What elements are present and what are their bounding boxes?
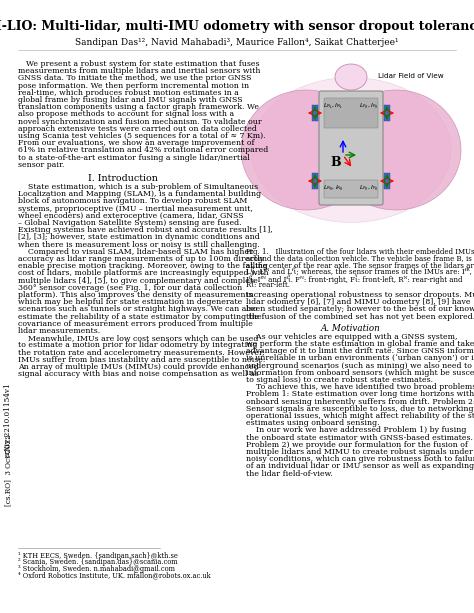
- Text: 360° sensor coverage (see Fig. 1, for our data collection: 360° sensor coverage (see Fig. 1, for ou…: [18, 284, 242, 292]
- Text: 61% in relative translation and 42% rotational error compared: 61% in relative translation and 42% rota…: [18, 147, 268, 154]
- Text: [2], [3]; however, state estimation in dynamic conditions and: [2], [3]; however, state estimation in d…: [18, 234, 260, 242]
- Text: Localization and Mapping (SLAM), is a fundamental building: Localization and Mapping (SLAM), is a fu…: [18, 190, 261, 198]
- Ellipse shape: [241, 90, 371, 210]
- Text: real-time, which produces robust motion estimates in a: real-time, which produces robust motion …: [18, 89, 239, 97]
- Text: GNSS data. To initiate the method, we use the prior GNSS: GNSS data. To initiate the method, we us…: [18, 74, 252, 82]
- Text: Fig. 1.   Illustration of the four lidars with their embedded IMUs positioned: Fig. 1. Illustration of the four lidars …: [246, 248, 474, 256]
- Text: underground scenarios (such as mining) we also need to fuse: underground scenarios (such as mining) w…: [246, 362, 474, 370]
- Text: noisy conditions, which can give robustness both to failure: noisy conditions, which can give robustn…: [246, 455, 474, 463]
- Text: I. Introduction: I. Introduction: [88, 174, 158, 183]
- Text: An array of multiple IMUs (MIMUs) could provide enhanced: An array of multiple IMUs (MIMUs) could …: [18, 363, 259, 371]
- Text: Problem 1: State estimation over long time horizons with: Problem 1: State estimation over long ti…: [246, 390, 474, 398]
- Text: we perform the state estimation in global frame and take: we perform the state estimation in globa…: [246, 340, 474, 348]
- Text: Compared to visual SLAM, lidar-based SLAM has higher: Compared to visual SLAM, lidar-based SLA…: [18, 248, 253, 256]
- Text: arXiv:2210.01154v1: arXiv:2210.01154v1: [4, 383, 12, 457]
- Text: Meanwhile, IMUs are low cost sensors which can be used: Meanwhile, IMUs are low cost sensors whi…: [18, 334, 258, 342]
- Text: Rἶ: rear-left.: Rἶ: rear-left.: [246, 281, 290, 289]
- Text: block of autonomous navigation. To develop robust SLAM: block of autonomous navigation. To devel…: [18, 197, 247, 205]
- Text: Lidar Field of View: Lidar Field of View: [378, 73, 444, 79]
- Text: increasing operational robustness to sensor dropouts. Multi-: increasing operational robustness to sen…: [246, 291, 474, 299]
- FancyBboxPatch shape: [324, 98, 378, 128]
- Text: to a state-of-the-art estimator fusing a single lidar/inertial: to a state-of-the-art estimator fusing a…: [18, 154, 250, 162]
- FancyBboxPatch shape: [384, 105, 390, 121]
- Text: A. Motivation: A. Motivation: [321, 324, 381, 333]
- Ellipse shape: [331, 90, 461, 210]
- FancyBboxPatch shape: [312, 105, 318, 121]
- Text: $L_{F_R}, I_{F_R}$: $L_{F_R}, I_{F_R}$: [359, 183, 379, 192]
- Text: [cs.RO]  3 Oct 2022: [cs.RO] 3 Oct 2022: [4, 434, 12, 506]
- Text: information from onboard sensors (which might be susceptible: information from onboard sensors (which …: [246, 369, 474, 377]
- Text: wheel encoders) and exteroceptive (camera, lidar, GNSS: wheel encoders) and exteroceptive (camer…: [18, 212, 244, 220]
- Text: IMUs suffer from bias instability and are susceptible to noise.: IMUs suffer from bias instability and ar…: [18, 356, 265, 364]
- Text: ³ Stockholm, Sweden. n.mahabadi@gmail.com: ³ Stockholm, Sweden. n.mahabadi@gmail.co…: [18, 565, 175, 573]
- Text: the rotation rate and accelerometry measurements. However,: the rotation rate and accelerometry meas…: [18, 349, 264, 357]
- Text: using Scania test vehicles (5 sequences for a total of ≈ 7 Km).: using Scania test vehicles (5 sequences …: [18, 132, 265, 140]
- Text: which may be helpful for state estimation in degenerate: which may be helpful for state estimatio…: [18, 298, 242, 306]
- Text: B: B: [331, 156, 341, 170]
- Text: $L_{R_R}, I_{R_R}$: $L_{R_R}, I_{R_R}$: [323, 183, 344, 192]
- Text: multiple lidars and MIMU to create robust signals under: multiple lidars and MIMU to create robus…: [246, 448, 473, 456]
- Text: cost of lidars, mobile platforms are increasingly equipped with: cost of lidars, mobile platforms are inc…: [18, 269, 269, 278]
- Text: been studied separately; however to the best of our knowledge: been studied separately; however to the …: [246, 305, 474, 313]
- Text: also propose methods to account for signal loss with a: also propose methods to account for sign…: [18, 110, 234, 118]
- Ellipse shape: [335, 64, 367, 90]
- Text: ¹ KTH EECS, Sweden. {sandipan,sach}@kth.se: ¹ KTH EECS, Sweden. {sandipan,sach}@kth.…: [18, 552, 178, 560]
- Text: operational issues, which might affect reliability of the state: operational issues, which might affect r…: [246, 412, 474, 420]
- Text: the fusion of the combined set has not yet been explored.: the fusion of the combined set has not y…: [246, 313, 474, 321]
- Text: – Global Navigation Satellite System) sensing are fused.: – Global Navigation Satellite System) se…: [18, 219, 242, 227]
- Text: the lidar field-of-view.: the lidar field-of-view.: [246, 470, 333, 478]
- Text: accuracy as lidar range measurements of up to 100m directly: accuracy as lidar range measurements of …: [18, 255, 264, 263]
- Text: ² Scania, Sweden. {sandipan.das}@scania.com: ² Scania, Sweden. {sandipan.das}@scania.…: [18, 558, 178, 566]
- Text: to estimate a motion prior for lidar odometry by integrating: to estimate a motion prior for lidar odo…: [18, 341, 257, 349]
- Text: Problem 2) we provide our formulation for the fusion of: Problem 2) we provide our formulation fo…: [246, 441, 468, 449]
- Text: advantage of it to limit the drift rate. Since GNSS information: advantage of it to limit the drift rate.…: [246, 347, 474, 355]
- Text: estimates using onboard sensing.: estimates using onboard sensing.: [246, 419, 380, 427]
- Text: Sandipan Das¹², Navid Mahabadi³, Maurice Fallon⁴, Saikat Chatterjee¹: Sandipan Das¹², Navid Mahabadi³, Maurice…: [75, 38, 399, 47]
- Text: ⁴ Oxford Robotics Institute, UK. mfallon@robots.ox.ac.uk: ⁴ Oxford Robotics Institute, UK. mfallon…: [18, 571, 210, 579]
- Text: pose information. We then perform incremental motion in: pose information. We then perform increm…: [18, 82, 249, 89]
- FancyBboxPatch shape: [312, 173, 318, 189]
- Text: $L_{R_L}, I_{R_L}$: $L_{R_L}, I_{R_L}$: [323, 101, 343, 110]
- FancyBboxPatch shape: [324, 180, 378, 198]
- Text: global frame by fusing lidar and IMU signals with GNSS: global frame by fusing lidar and IMU sig…: [18, 96, 243, 104]
- Text: scenarios such as tunnels or straight highways. We can also: scenarios such as tunnels or straight hi…: [18, 305, 257, 313]
- Text: to signal loss) to create robust state estimates.: to signal loss) to create robust state e…: [246, 376, 433, 384]
- Text: To achieve this, we have identified two broad problems:: To achieve this, we have identified two …: [246, 383, 474, 391]
- Ellipse shape: [251, 77, 451, 223]
- Text: Sensor signals are susceptible to loss, due to networking or: Sensor signals are susceptible to loss, …: [246, 405, 474, 413]
- Text: platform). This also improves the density of measurements: platform). This also improves the densit…: [18, 291, 253, 299]
- Text: at the center of the rear axle. The sensor frames of the lidars are: Lᶠᴿ,: at the center of the rear axle. The sens…: [246, 261, 474, 269]
- Text: measurements from multiple lidars and inertial sensors with: measurements from multiple lidars and in…: [18, 67, 261, 75]
- Text: lidar measurements.: lidar measurements.: [18, 327, 100, 335]
- Text: We present a robust system for state estimation that fuses: We present a robust system for state est…: [26, 60, 259, 68]
- Text: Iᶠἶ, Iᶠᴺ and Iᶠἶ. Fᴺ: front-right, Fἶ: front-left, Rᴺ: rear-right and: Iᶠἶ, Iᶠᴺ and Iᶠἶ. Fᴺ: front-right, Fἶ: f…: [246, 274, 463, 284]
- Text: lidar odometry [6], [7] and MIMU odometry [8], [9] have: lidar odometry [6], [7] and MIMU odometr…: [246, 298, 471, 306]
- Text: the onboard state estimator with GNSS-based estimates. For: the onboard state estimator with GNSS-ba…: [246, 433, 474, 441]
- Text: $L_{F_R}, I_{F_R}$: $L_{F_R}, I_{F_R}$: [359, 101, 379, 110]
- Text: M-LIO: Multi-lidar, multi-IMU odometry with sensor dropout tolerance: M-LIO: Multi-lidar, multi-IMU odometry w…: [0, 20, 474, 33]
- Text: around the data collection vehicle. The vehicle base frame B, is located: around the data collection vehicle. The …: [246, 254, 474, 262]
- Text: From our evaluations, we show an average improvement of: From our evaluations, we show an average…: [18, 139, 255, 147]
- Text: onboard sensing inherently suffers from drift. Problem 2:: onboard sensing inherently suffers from …: [246, 398, 474, 406]
- Text: enable precise motion tracking. Moreover, owing to the falling: enable precise motion tracking. Moreover…: [18, 262, 268, 270]
- Text: is unreliable in urban environments (‘urban canyon’) or in: is unreliable in urban environments (‘ur…: [246, 354, 474, 362]
- Text: covariance of measurement errors produced from multiple: covariance of measurement errors produce…: [18, 320, 253, 328]
- Text: estimate the reliability of a state estimator by computing the: estimate the reliability of a state esti…: [18, 313, 262, 321]
- Text: novel synchronization and fusion mechanism. To validate our: novel synchronization and fusion mechani…: [18, 118, 262, 126]
- Text: when there is measurement loss or noisy is still challenging.: when there is measurement loss or noisy …: [18, 240, 260, 249]
- FancyBboxPatch shape: [384, 173, 390, 189]
- Text: State estimation, which is a sub-problem of Simultaneous: State estimation, which is a sub-problem…: [18, 183, 258, 191]
- Text: multiple lidars [4], [5], to give complementary and complete: multiple lidars [4], [5], to give comple…: [18, 276, 258, 284]
- Text: In our work we have addressed Problem 1) by fusing: In our work we have addressed Problem 1)…: [246, 427, 466, 435]
- Text: As our vehicles are equipped with a GNSS system,: As our vehicles are equipped with a GNSS…: [246, 333, 457, 341]
- Text: Existing systems have achieved robust and accurate results [1],: Existing systems have achieved robust an…: [18, 226, 273, 234]
- Text: sensor pair.: sensor pair.: [18, 161, 64, 169]
- Text: signal accuracy with bias and noise compensation as well as: signal accuracy with bias and noise comp…: [18, 370, 259, 378]
- Text: of an individual lidar or IMU sensor as well as expanding: of an individual lidar or IMU sensor as …: [246, 462, 474, 470]
- Text: approach extensive tests were carried out on data collected: approach extensive tests were carried ou…: [18, 125, 257, 133]
- Text: Lᶠἶ, Lᶠᴺ and Lᶠἶ; whereas, the sensor frames of the IMUs are: Iᶠᴿ,: Lᶠἶ, Lᶠᴺ and Lᶠἶ; whereas, the sensor fr…: [246, 267, 472, 276]
- FancyBboxPatch shape: [319, 91, 383, 205]
- Text: translation components using a factor graph framework. We: translation components using a factor gr…: [18, 103, 259, 111]
- Text: systems, proprioceptive (IMU – inertial measurement unit,: systems, proprioceptive (IMU – inertial …: [18, 205, 253, 213]
